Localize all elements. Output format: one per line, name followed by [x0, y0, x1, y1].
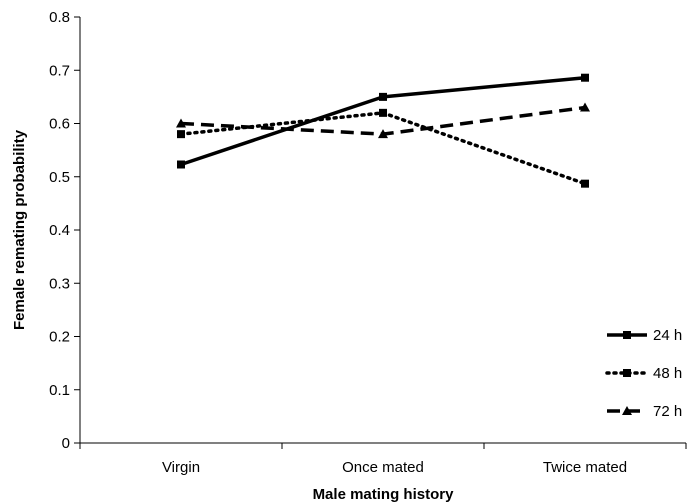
legend-item: 24 h	[607, 327, 682, 344]
x-axis-ticks: Virgin Once mated Twice mated	[79, 443, 687, 476]
data-point	[379, 92, 387, 101]
data-point	[378, 129, 388, 139]
y-tick-label: 0.1	[49, 382, 70, 399]
x-tick-label: Twice mated	[543, 459, 627, 476]
x-axis-title: Male mating history	[313, 486, 455, 503]
data-point	[580, 102, 590, 112]
legend-marker	[623, 331, 631, 339]
y-tick-label: 0	[62, 435, 70, 452]
legend-label: 72 h	[653, 403, 682, 420]
legend-label: 24 h	[653, 327, 682, 344]
series-line	[179, 111, 587, 186]
y-tick-label: 0.8	[49, 9, 70, 26]
legend-item: 72 h	[607, 403, 682, 420]
series-line	[180, 75, 586, 167]
y-tick-label: 0.2	[49, 329, 70, 346]
series-2	[177, 108, 589, 188]
data-point	[177, 160, 185, 169]
y-tick-label: 0.4	[49, 222, 70, 239]
y-tick-label: 0.3	[49, 275, 70, 292]
legend-marker	[623, 369, 631, 377]
legend: 24 h 48 h 72 h	[605, 327, 682, 420]
data-point	[581, 73, 589, 82]
y-axis-ticks: 0 0.1 0.2 0.3 0.4 0.5 0.6 0.7 0.8	[49, 9, 80, 452]
series-3	[176, 102, 590, 139]
data-point	[177, 130, 185, 139]
x-tick-label: Virgin	[162, 459, 200, 476]
series-1	[177, 73, 589, 169]
legend-marker	[622, 406, 632, 415]
y-axis-title: Female remating probability	[11, 129, 28, 330]
data-point	[379, 108, 387, 117]
x-tick-label: Once mated	[342, 459, 424, 476]
legend-label: 48 h	[653, 365, 682, 382]
y-tick-label: 0.5	[49, 169, 70, 186]
axes	[79, 17, 686, 444]
series-layer	[176, 73, 590, 188]
data-point	[581, 179, 589, 188]
legend-item: 48 h	[605, 365, 682, 382]
y-tick-label: 0.7	[49, 62, 70, 79]
y-tick-label: 0.6	[49, 116, 70, 133]
data-point	[176, 118, 186, 128]
